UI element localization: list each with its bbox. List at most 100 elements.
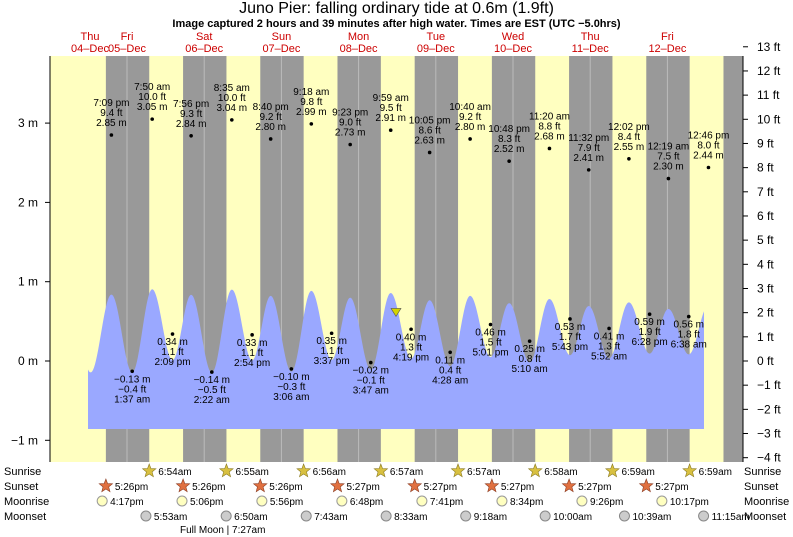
right-tick-label: 13 ft [757,40,781,54]
right-tick-label: 5 ft [757,233,774,247]
high-tide-point [348,142,352,147]
high-tide-m: 2.68 m [534,131,565,142]
current-tide-marker [390,308,402,317]
moonset-time: 7:43am [314,512,347,523]
low-tide-time: 2:22 am [194,395,230,406]
sunrise-time: 6:57am [390,467,423,478]
low-tide-ft: −0.5 ft [198,385,226,396]
sunset-icon [407,478,423,493]
high-tide-ft: 9.2 ft [260,112,282,123]
day-date-label: 09–Dec [417,43,455,55]
row-label-right-moonset: Moonset [744,511,786,523]
high-tide-m: 2.99 m [296,107,327,118]
high-tide-m: 2.52 m [494,144,525,155]
moonrise-time: 8:34pm [510,497,543,508]
moonset-icon [140,510,152,522]
sunrise-icon [141,463,157,478]
low-tide-point [488,322,493,327]
right-tick-label: 0 ft [757,354,774,368]
moonrise-time: 5:56pm [270,497,303,508]
low-tide-time: 4:28 am [432,375,468,386]
low-tide-time: 6:28 pm [632,337,668,348]
sunrise-time: 6:56am [313,467,346,478]
left-tick-label: 3 m [18,116,38,130]
moonset-time: 11:15am [712,512,750,523]
high-tide-m: 2.44 m [693,151,724,162]
day-name-label: Sun [272,31,292,43]
high-tide-ft: 7.5 ft [657,152,679,163]
moonset-icon [539,510,551,522]
day-date-label: 08–Dec [340,43,378,55]
right-tick-label: 6 ft [757,209,774,223]
row-label-left-sunset: Sunset [4,481,38,493]
sunset-icon [98,478,114,493]
high-tide-point [150,117,154,121]
low-tide-ft: −0.3 ft [277,382,305,393]
day-date-label: 04–Dec [71,43,109,55]
chart-title: Juno Pier: falling ordinary tide at 0.6m… [239,0,554,17]
high-tide-m: 3.04 m [217,103,248,114]
right-tick-label: 10 ft [757,112,781,126]
high-tide-point [109,133,114,137]
low-tide-ft: −0.4 ft [118,384,146,395]
high-tide-m: 2.80 m [455,122,486,133]
high-tide-time: 12:02 pm [608,122,650,133]
moonset-icon [300,510,312,522]
low-tide-m: −0.02 m [353,366,389,377]
row-label-right-sunrise: Sunrise [744,466,781,478]
right-tick-label: 8 ft [757,161,774,175]
high-tide-ft: 8.0 ft [697,141,719,152]
high-tide-point [586,168,591,172]
low-tide-point [607,326,611,331]
night-band-8 [723,56,743,462]
moonrise-icon [176,495,188,507]
low-tide-point [170,332,175,336]
left-tick-label: 2 m [18,195,38,209]
low-tide-m: 0.56 m [673,320,704,331]
high-tide-time: 10:48 pm [488,124,530,135]
low-tide-point [130,369,135,374]
right-tick-label: 9 ft [757,136,774,150]
low-tide-m: −0.13 m [114,374,150,385]
moonset-icon [220,510,232,522]
high-tide-ft: 10.0 ft [218,93,246,104]
moonset-icon [698,510,710,522]
moonrise-time: 5:06pm [190,497,223,508]
low-tide-m: 0.40 m [396,332,427,343]
sunrise-time: 6:54am [158,467,191,478]
low-tide-ft: −0.1 ft [357,376,385,387]
low-tide-point [568,317,572,321]
high-tide-m: 3.05 m [137,102,168,113]
left-tick-label: 1 m [18,275,38,289]
right-tick-label: −3 ft [757,427,781,441]
sunset-icon [638,478,654,493]
high-tide-point [507,159,511,163]
high-tide-point [309,122,314,126]
tide-curve [88,289,704,429]
day-date-label: 07–Dec [262,43,300,55]
high-tide-point [189,133,193,138]
sunrise-icon [296,463,312,478]
y-axes: −1 m 0 m 1 m 2 m 3 m −4 ft −3 ft −2 ft −1 ft 0 ft… [11,40,781,465]
sunset-time: 5:27pm [424,482,457,493]
day-labels: Thu04–DecFri05–DecSat06–DecSun07–DecMon0… [71,31,687,55]
sunset-icon [561,478,577,493]
high-tide-ft: 8.8 ft [538,121,560,132]
low-tide-time: 2:54 pm [234,358,270,369]
high-tide-ft: 9.3 ft [180,109,202,120]
sunrise-time: 6:59am [699,467,732,478]
high-tide-point [230,118,234,122]
low-tide-time: 1:37 am [114,394,150,405]
moonrise-icon [336,495,348,507]
right-tick-label: 11 ft [757,88,780,102]
moonrise-icon [256,495,268,507]
moon-phase-label: Full Moon | 7:27am [180,525,265,536]
current-tide-triangle [390,308,402,317]
right-tick-label: 12 ft [757,64,781,78]
low-tide-point [647,312,652,317]
high-tide-time: 11:32 pm [568,133,609,144]
low-tide-m: 0.53 m [555,322,586,333]
chart-subtitle: Image captured 2 hours and 39 minutes af… [172,18,621,30]
sunrise-icon [682,463,698,478]
low-tide-point [289,367,294,371]
